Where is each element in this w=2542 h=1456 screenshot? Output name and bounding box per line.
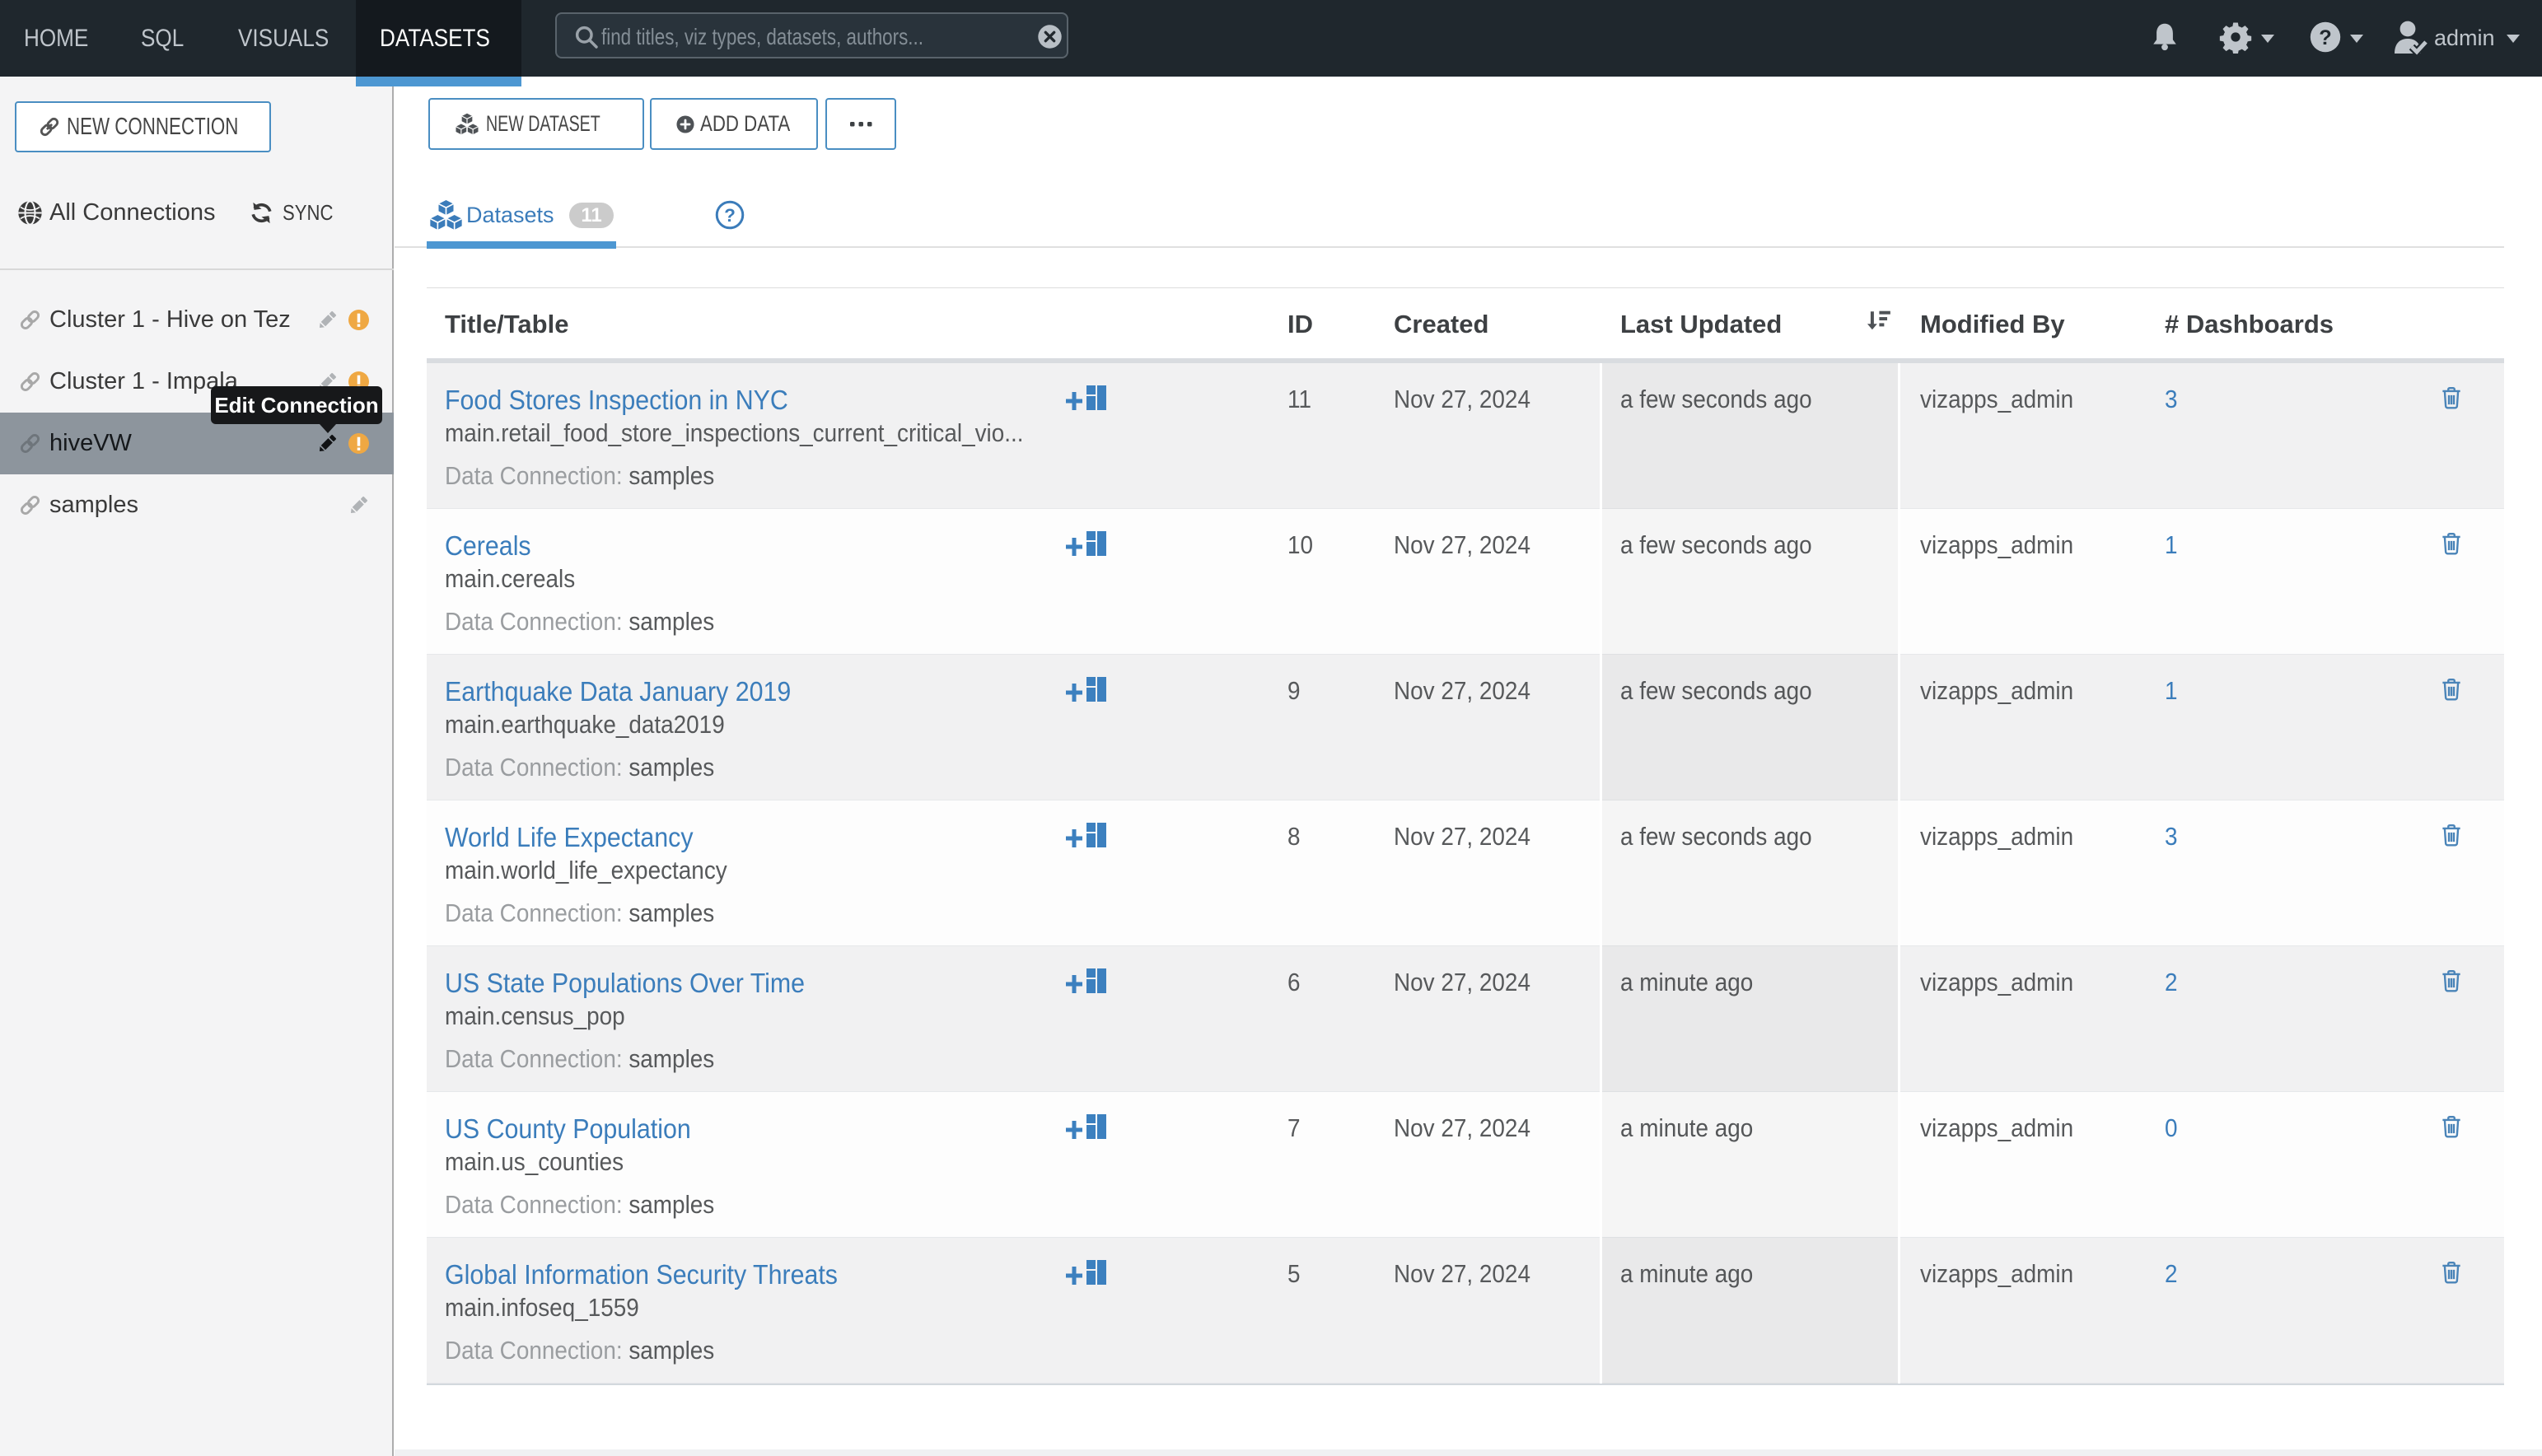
svg-text:?: ? [2319,26,2331,49]
svg-text:?: ? [724,205,736,226]
